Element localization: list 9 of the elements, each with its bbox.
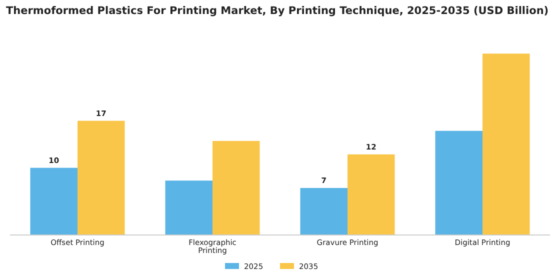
bar (348, 154, 395, 235)
chart-title: Thermoformed Plastics For Printing Market, By Printing Technique, 2025-2035 (USD Billion) (6, 5, 549, 17)
bar (482, 54, 530, 235)
bar (78, 120, 125, 235)
bar (30, 168, 78, 235)
bar (212, 140, 260, 235)
bar (300, 188, 348, 235)
bar (165, 180, 212, 235)
bar (435, 130, 482, 235)
